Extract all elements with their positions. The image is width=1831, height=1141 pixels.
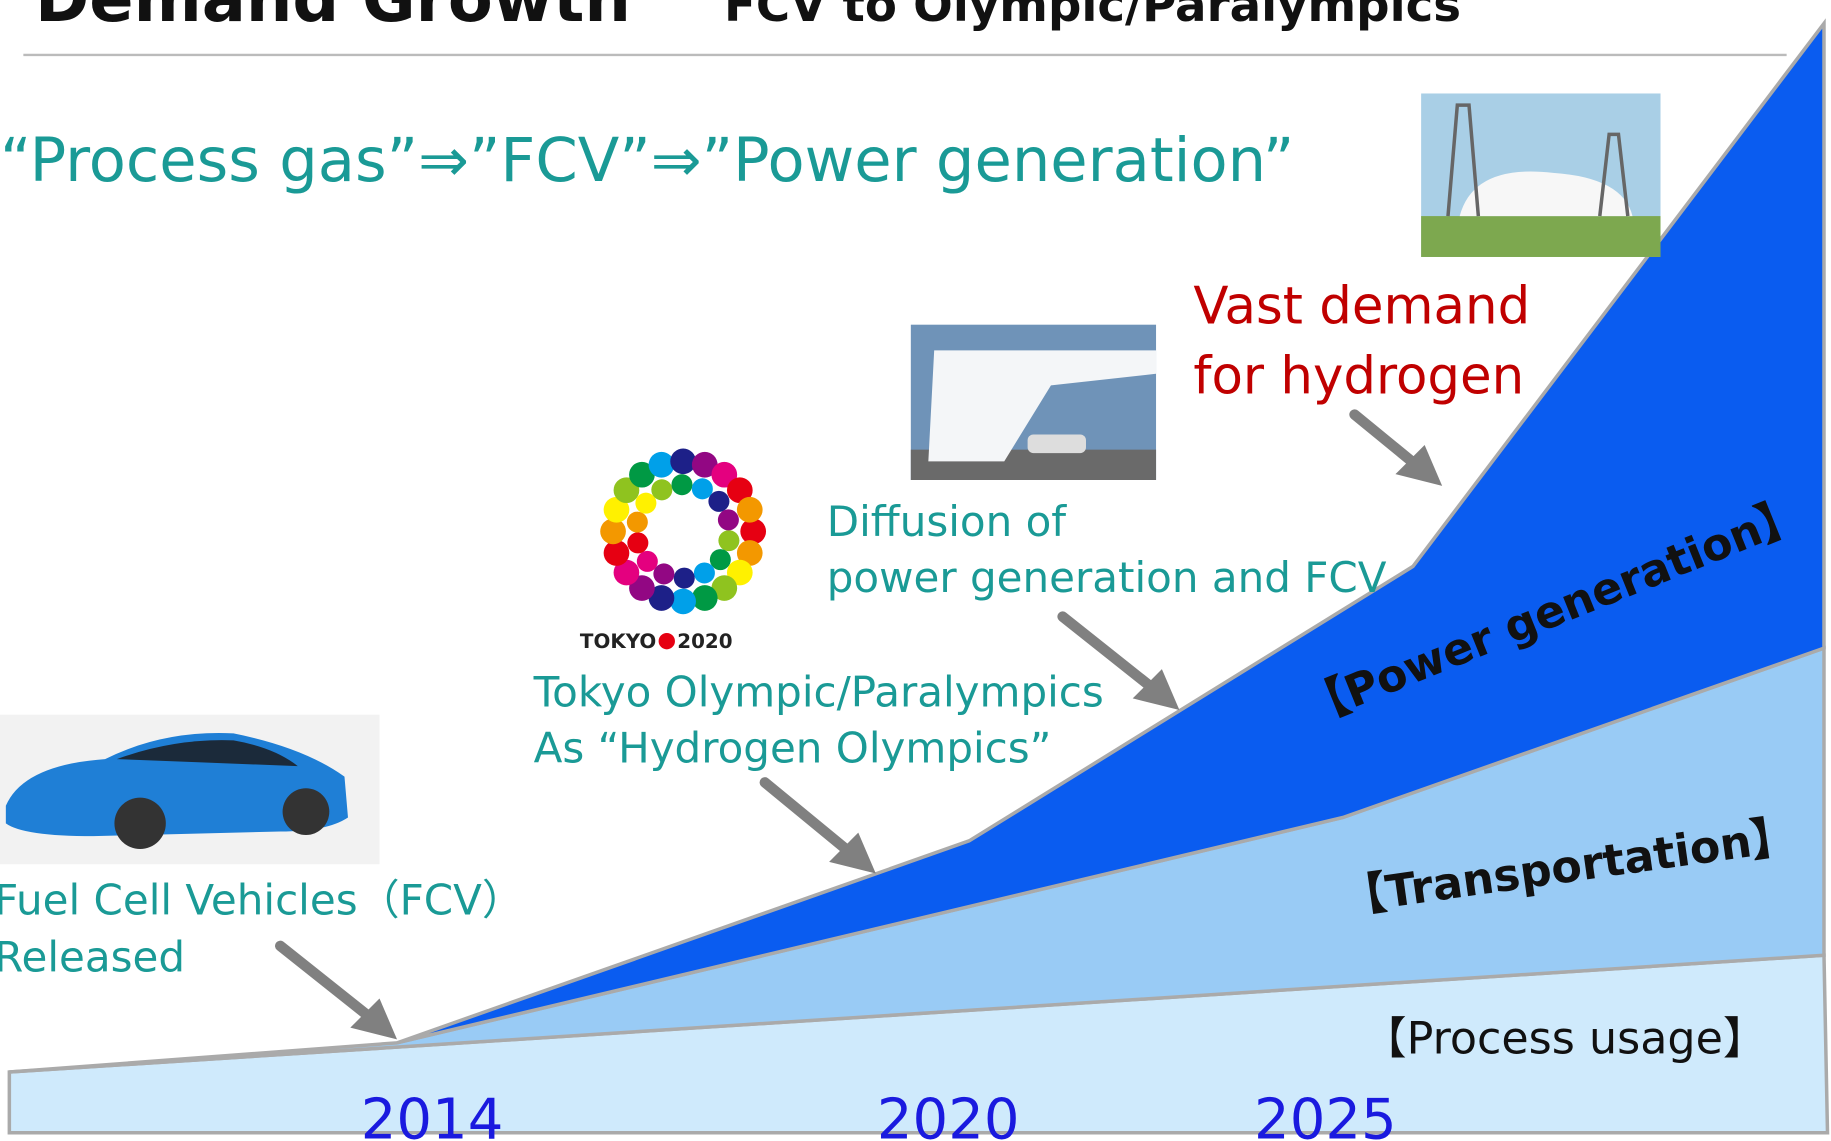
logo-flower bbox=[671, 474, 693, 496]
logo-flower bbox=[717, 509, 739, 531]
arrow bbox=[1057, 611, 1159, 695]
arrow bbox=[275, 940, 377, 1024]
station-canopy bbox=[928, 350, 1157, 462]
logo-flower bbox=[736, 496, 763, 523]
logo-flower bbox=[627, 532, 649, 554]
logo-flower bbox=[736, 540, 763, 566]
car-window bbox=[116, 740, 298, 767]
annotation: Tokyo Olympic/Paralympics bbox=[533, 668, 1104, 717]
year-label: 2014 bbox=[361, 1088, 504, 1141]
arrowhead bbox=[1395, 444, 1443, 486]
logo-text: 2020 bbox=[677, 630, 732, 653]
logo-flower bbox=[726, 477, 753, 504]
slide-title: Demand Growth bbox=[35, 0, 631, 37]
car-image bbox=[0, 714, 380, 865]
logo-flower bbox=[629, 461, 655, 488]
layer-label: 【Process usage】 bbox=[1362, 1013, 1767, 1064]
logo-flower bbox=[709, 549, 731, 571]
year-label: 2025 bbox=[1254, 1088, 1397, 1141]
arrowhead bbox=[350, 998, 398, 1040]
annotation: As “Hydrogen Olympics” bbox=[534, 724, 1052, 773]
plant-building bbox=[1459, 171, 1633, 217]
logo-flower bbox=[711, 575, 738, 601]
logo-flower bbox=[648, 451, 675, 478]
arrows bbox=[275, 409, 1443, 1040]
station-image bbox=[910, 324, 1157, 481]
logo-flower bbox=[648, 585, 675, 611]
logo-flower bbox=[693, 562, 715, 584]
arrow bbox=[759, 777, 856, 858]
logo-flower bbox=[603, 540, 630, 566]
plant-image bbox=[1421, 93, 1661, 257]
slide-subtitle: FCV to Olympic/Paralympics bbox=[724, 0, 1461, 33]
logo-flower bbox=[653, 563, 675, 585]
car-wheel bbox=[282, 788, 330, 835]
logo-flower bbox=[600, 518, 626, 545]
station-car bbox=[1027, 434, 1086, 454]
logo-dot bbox=[658, 632, 675, 650]
tagline: “Process gas”⇒”FCV”⇒”Power generation” bbox=[0, 126, 1294, 196]
logo-flower bbox=[635, 492, 657, 514]
logo-text: TOKYO bbox=[580, 630, 656, 653]
arrowhead bbox=[1132, 669, 1180, 711]
logo-flower bbox=[673, 567, 695, 589]
plant-tower bbox=[1446, 103, 1630, 217]
logo-flower bbox=[613, 559, 640, 586]
logo-flower bbox=[691, 478, 713, 500]
logo-flower bbox=[626, 511, 648, 533]
annotation: for hydrogen bbox=[1193, 347, 1524, 407]
year-label: 2020 bbox=[877, 1088, 1020, 1141]
annotation: power generation and FCV bbox=[827, 553, 1387, 602]
logo-flower bbox=[651, 479, 673, 501]
arrow bbox=[1349, 409, 1425, 473]
car-wheel bbox=[114, 797, 166, 850]
logo-flower bbox=[670, 588, 696, 615]
logo-flower bbox=[740, 518, 767, 545]
power-area bbox=[396, 18, 1826, 1045]
tokyo-logo: TOKYO 2020 bbox=[580, 448, 767, 653]
arrowhead bbox=[829, 832, 876, 874]
logo-flower bbox=[691, 451, 718, 478]
logo-flower bbox=[603, 496, 630, 523]
annotation: Fuel Cell Vehicles（FCV） bbox=[0, 875, 524, 924]
logo-flower bbox=[636, 550, 658, 572]
annotation: Diffusion of bbox=[827, 497, 1068, 546]
annotation: Vast demand bbox=[1193, 277, 1530, 337]
annotation: Released bbox=[0, 933, 185, 982]
image-ground bbox=[1421, 216, 1661, 257]
logo-flower bbox=[718, 530, 740, 552]
logo-flower bbox=[691, 585, 718, 611]
logo-flower bbox=[670, 448, 696, 475]
logo-flower bbox=[708, 490, 730, 512]
